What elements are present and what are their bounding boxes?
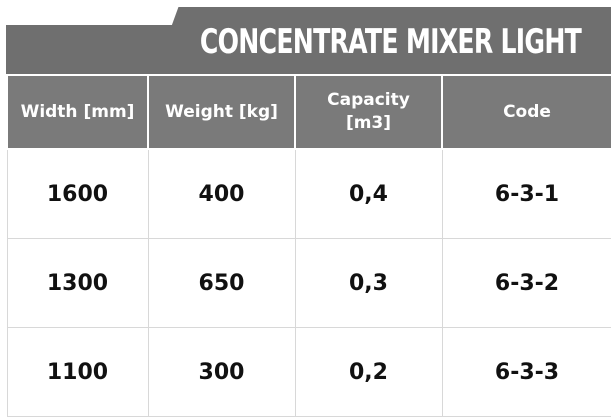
header-code-label: Code [503,101,551,122]
header-weight: Weight [kg] [147,74,296,150]
header-row: Width [mm] Weight [kg] Capacity [m3] Cod… [6,74,611,150]
table-row: 1100 300 0,2 6-3-3 [6,327,611,417]
header-width-label: Width [mm] [20,101,135,122]
product-title: CONCENTRATE MIXER LIGHT [199,22,582,62]
cell-width: 1300 [6,238,149,328]
cell-weight: 400 [147,148,296,239]
table-row: 1600 400 0,4 6-3-1 [6,148,611,239]
table-row: 1300 650 0,3 6-3-2 [6,238,611,328]
header-capacity: Capacity [m3] [294,74,443,150]
cell-capacity: 0,3 [294,238,443,328]
cell-width: 1100 [6,327,149,417]
header-capacity-unit: [m3] [345,113,392,133]
cell-code: 6-3-1 [441,148,611,239]
header-capacity-label: Capacity [327,90,410,110]
cell-weight: 650 [147,238,296,328]
cell-width: 1600 [6,148,149,239]
header-width: Width [mm] [6,74,149,150]
title-banner-cutout [0,0,182,25]
specifications-table: Width [mm] Weight [kg] Capacity [m3] Cod… [6,74,611,417]
header-weight-label: Weight [kg] [165,101,278,122]
cell-code: 6-3-2 [441,238,611,328]
cell-weight: 300 [147,327,296,417]
header-code: Code [441,74,611,150]
cell-capacity: 0,4 [294,148,443,239]
cell-code: 6-3-3 [441,327,611,417]
cell-capacity: 0,2 [294,327,443,417]
